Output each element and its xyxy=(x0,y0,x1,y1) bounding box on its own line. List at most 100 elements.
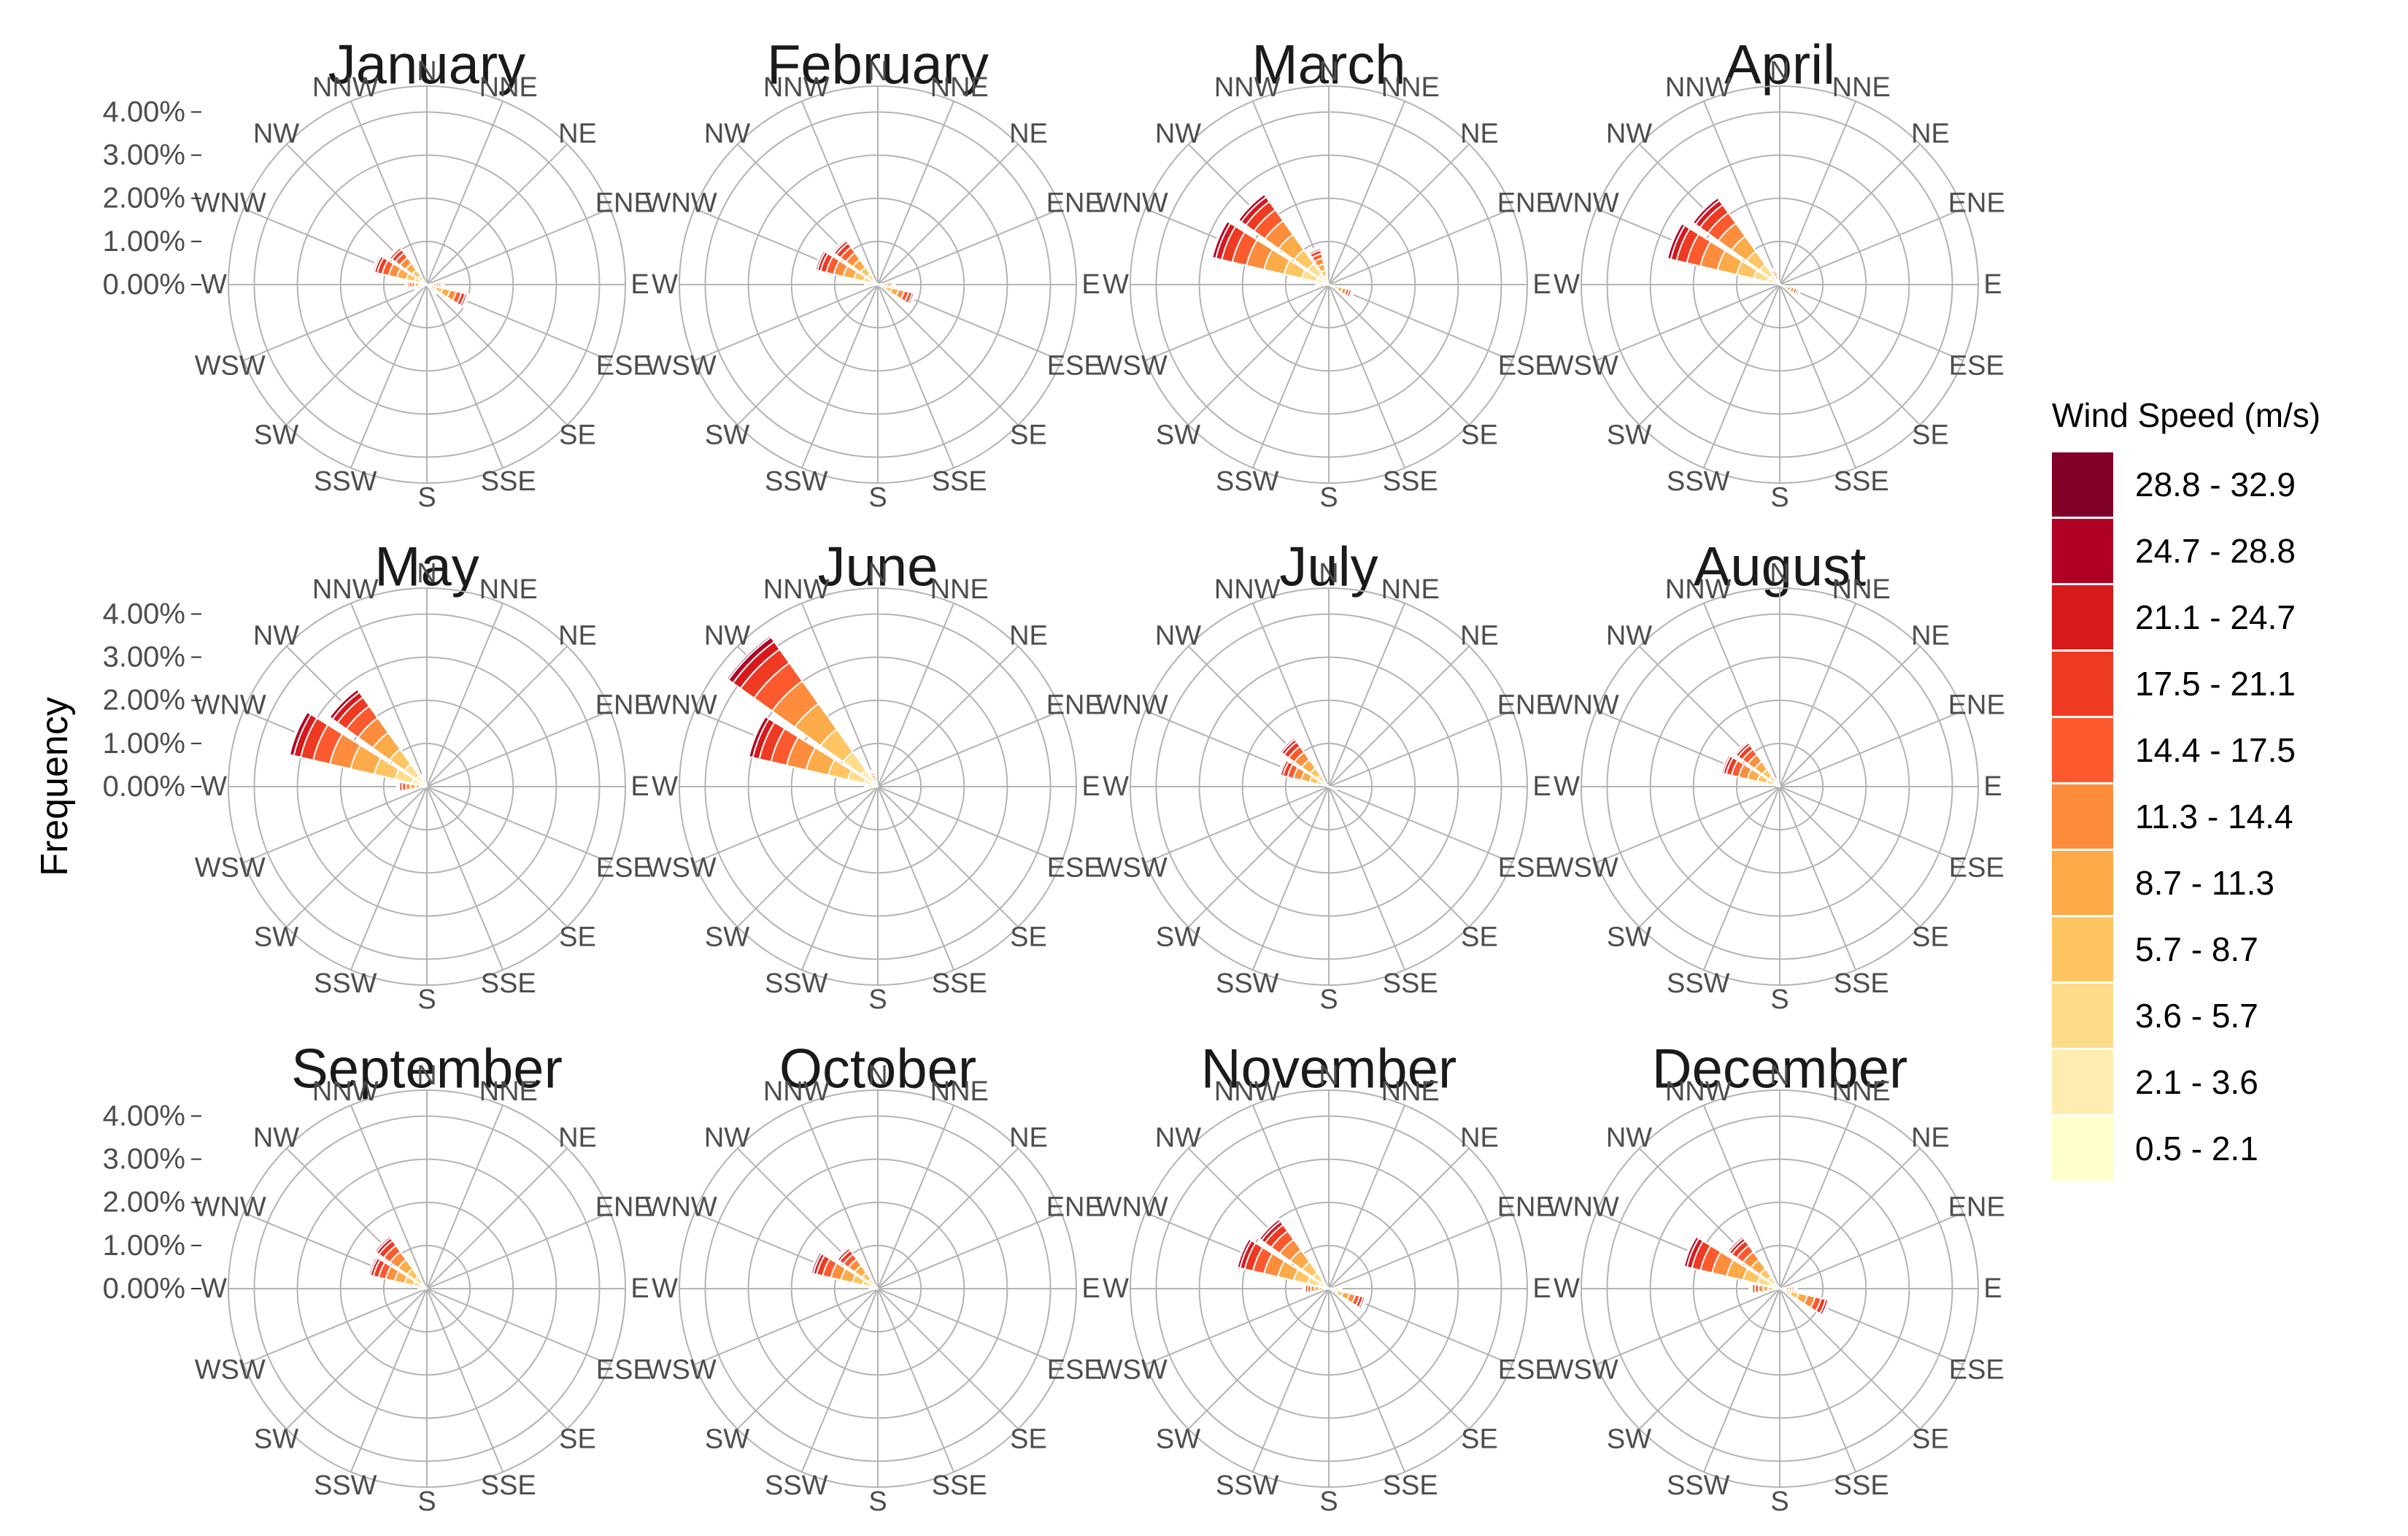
direction-label: ENE xyxy=(1046,188,1103,218)
direction-label: NE xyxy=(1009,1123,1048,1154)
direction-label: E xyxy=(1983,269,2002,300)
y-tick-label: 2.00% xyxy=(103,1186,185,1219)
grid-spoke xyxy=(878,1289,1018,1429)
direction-label: NW xyxy=(1606,119,1652,150)
direction-label: WSW xyxy=(1548,1355,1618,1386)
y-tick-label: 2.00% xyxy=(103,684,185,717)
direction-label: SSW xyxy=(1667,968,1730,999)
y-tick-label: 0.00% xyxy=(103,269,185,301)
direction-label: NE xyxy=(1460,119,1499,150)
direction-label: SSE xyxy=(1834,968,1889,999)
direction-label: NNE xyxy=(930,1076,989,1107)
direction-label: WNW xyxy=(1096,1192,1168,1222)
direction-label: ESE xyxy=(1047,1355,1103,1386)
direction-label: S xyxy=(417,984,436,1015)
grid-spoke xyxy=(1640,285,1780,425)
direction-label: N xyxy=(1319,56,1338,87)
legend-title: Wind Speed (m/s) xyxy=(2052,396,2320,434)
direction-label: E xyxy=(630,269,649,300)
direction-label: N xyxy=(1770,558,1789,589)
direction-label: E xyxy=(1081,269,1100,300)
grid-spoke xyxy=(878,787,1018,927)
direction-label: S xyxy=(417,1486,436,1517)
direction-label: SE xyxy=(559,420,596,450)
direction-label: S xyxy=(1770,984,1788,1015)
direction-label: WNW xyxy=(645,1192,717,1222)
direction-label: ESE xyxy=(1047,351,1103,382)
direction-label: E xyxy=(630,1273,649,1304)
direction-label: NNW xyxy=(1665,72,1732,103)
direction-label: WSW xyxy=(646,351,717,382)
direction-label: WSW xyxy=(195,351,266,382)
grid-spoke xyxy=(287,285,427,425)
grid-spoke xyxy=(1780,787,1920,927)
direction-label: SE xyxy=(1912,420,1949,450)
direction-label: NNW xyxy=(1665,1076,1732,1107)
direction-label: SSE xyxy=(1834,1470,1889,1501)
grid-spoke xyxy=(1189,1289,1329,1429)
direction-label: NE xyxy=(1911,119,1950,150)
direction-label: NW xyxy=(1155,621,1201,652)
legend-swatch xyxy=(2052,1050,2113,1114)
direction-label: NW xyxy=(704,119,750,150)
direction-label: ESE xyxy=(1949,1355,2004,1386)
legend-label: 24.7 - 28.8 xyxy=(2135,532,2296,570)
direction-label: N xyxy=(1319,558,1338,589)
direction-label: E xyxy=(1081,771,1100,802)
legend-swatch xyxy=(2052,452,2113,517)
direction-label: SW xyxy=(1156,420,1200,450)
direction-label: NNE xyxy=(1381,1076,1440,1107)
direction-label: NNW xyxy=(1665,574,1732,605)
grid-spoke xyxy=(1640,1289,1780,1429)
direction-label: W xyxy=(652,1273,678,1304)
direction-label: SSE xyxy=(932,1470,987,1501)
direction-label: SSW xyxy=(1667,1470,1730,1501)
direction-label: ESE xyxy=(1498,1355,1554,1386)
grid-spoke xyxy=(1329,787,1469,927)
direction-label: W xyxy=(201,771,227,802)
grid-spoke xyxy=(1640,787,1780,927)
direction-label: NW xyxy=(253,621,299,652)
direction-label: WSW xyxy=(195,853,266,884)
direction-label: N xyxy=(1770,1060,1789,1091)
direction-label: NE xyxy=(558,119,597,150)
direction-label: N xyxy=(868,558,887,589)
grid-spoke xyxy=(878,1149,1018,1289)
direction-label: WNW xyxy=(645,188,717,218)
direction-label: SSW xyxy=(314,968,377,999)
direction-label: E xyxy=(630,771,649,802)
direction-label: WNW xyxy=(194,188,266,218)
direction-label: SW xyxy=(1607,420,1651,450)
legend-swatch xyxy=(2052,718,2113,782)
direction-label: W xyxy=(1103,771,1129,802)
y-tick-label: 3.00% xyxy=(103,641,185,674)
legend-swatch xyxy=(2052,1116,2113,1181)
direction-label: WSW xyxy=(1097,1355,1168,1386)
direction-label: ESE xyxy=(1949,351,2004,382)
y-tick-label: 0.00% xyxy=(103,1273,185,1305)
y-tick-label: 3.00% xyxy=(103,139,185,171)
direction-label: SW xyxy=(1156,1424,1200,1454)
legend-label: 11.3 - 14.4 xyxy=(2135,798,2293,835)
grid-spoke xyxy=(1780,285,1920,425)
grid-spoke xyxy=(1329,647,1469,787)
direction-label: WSW xyxy=(1097,853,1168,884)
direction-label: NE xyxy=(558,621,597,652)
direction-label: NNW xyxy=(763,1076,830,1107)
direction-label: NW xyxy=(253,1123,299,1154)
grid-spoke xyxy=(427,1289,567,1429)
direction-label: SE xyxy=(1912,922,1949,952)
direction-label: NE xyxy=(1009,119,1048,150)
legend-label: 0.5 - 2.1 xyxy=(2135,1130,2258,1168)
direction-label: S xyxy=(868,482,887,513)
direction-label: NNW xyxy=(312,574,379,605)
direction-label: N xyxy=(1770,56,1789,87)
legend-label: 21.1 - 24.7 xyxy=(2135,598,2296,636)
direction-label: NNW xyxy=(1214,574,1281,605)
grid-spoke xyxy=(1189,787,1329,927)
direction-label: NNE xyxy=(1381,574,1440,605)
direction-label: N xyxy=(417,56,436,87)
direction-label: WSW xyxy=(1097,351,1168,382)
direction-label: W xyxy=(652,771,678,802)
direction-label: NNE xyxy=(479,574,538,605)
